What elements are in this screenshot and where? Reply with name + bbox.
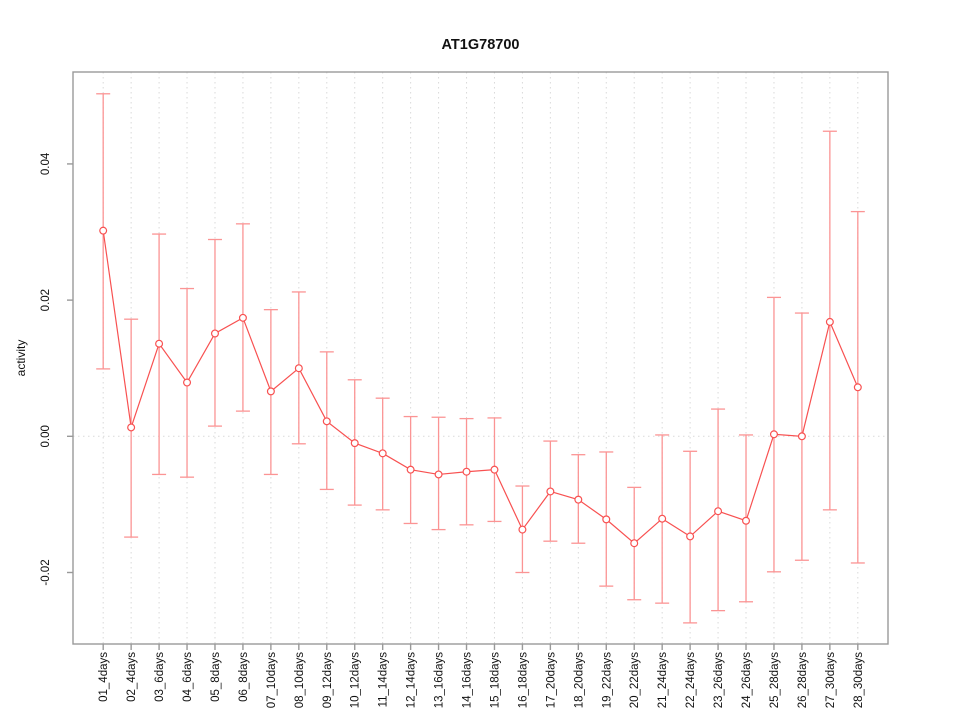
- data-point: [658, 514, 667, 523]
- series-line: [102, 230, 859, 545]
- x-tick-label: 21_24days: [657, 652, 669, 709]
- x-tick-label: 16_18days: [517, 652, 529, 709]
- data-point: [769, 430, 778, 439]
- y-tick-label: 0.02: [40, 289, 52, 311]
- y-tick-label: 0.00: [40, 425, 52, 447]
- data-point: [378, 449, 387, 458]
- plot-border: [72, 71, 889, 645]
- x-tick-label: 15_18days: [489, 652, 501, 709]
- x-tick-label: 19_22days: [601, 652, 613, 709]
- data-point: [546, 487, 555, 496]
- x-tick-label: 27_30days: [825, 652, 837, 709]
- data-point: [350, 439, 359, 448]
- x-tick-label: 11_14days: [378, 652, 390, 708]
- y-axis: -0.02 0.00 0.02 0.04: [40, 152, 73, 586]
- data-point: [238, 313, 247, 322]
- grid-lines: [73, 72, 888, 644]
- x-tick-label: 02_4days: [126, 652, 138, 702]
- data-point: [797, 432, 806, 441]
- x-tick-label: 24_26days: [741, 652, 753, 709]
- x-tick-label: 25_28days: [769, 652, 781, 709]
- data-point: [825, 317, 834, 326]
- x-tick-label: 22_24days: [685, 652, 697, 709]
- x-tick-label: 10_12days: [350, 652, 362, 709]
- chart-title: AT1G78700: [442, 37, 520, 53]
- x-tick-label: 20_22days: [629, 652, 641, 709]
- x-tick-label: 01_4days: [98, 652, 110, 702]
- data-point: [742, 516, 751, 525]
- x-tick-label: 23_26days: [713, 652, 725, 709]
- data-point: [462, 467, 471, 476]
- x-tick-label: 03_6days: [154, 652, 166, 702]
- data-point: [686, 532, 695, 541]
- data-point: [99, 226, 108, 235]
- data-point: [183, 378, 192, 387]
- x-tick-label: 06_8days: [238, 652, 250, 702]
- y-tick-label: -0.02: [40, 559, 52, 585]
- x-tick-label: 07_10days: [266, 652, 278, 709]
- x-tick-label: 09_12days: [322, 652, 334, 709]
- data-point: [210, 329, 219, 338]
- data-point: [574, 495, 583, 504]
- data-point: [714, 507, 723, 516]
- plot-area: -0.02 0.00 0.02 0.04 01_4days 02_4days 03_6day…: [40, 71, 889, 708]
- data-point: [518, 525, 527, 534]
- data-point: [434, 470, 443, 479]
- x-tick-label: 17_20days: [545, 652, 557, 709]
- y-tick-label: 0.04: [40, 152, 52, 175]
- x-tick-label: 05_8days: [210, 652, 222, 702]
- data-point: [155, 339, 164, 348]
- data-point: [294, 364, 303, 373]
- y-axis-label: activity: [14, 340, 28, 377]
- data-point: [406, 465, 415, 474]
- data-point: [266, 387, 275, 396]
- data-point: [490, 465, 499, 474]
- x-tick-label: 13_16days: [434, 652, 446, 709]
- x-axis: 01_4days 02_4days 03_6days 04_6days 05_8days…: [98, 644, 865, 708]
- x-tick-label: 28_30days: [853, 652, 865, 709]
- x-tick-label: 14_16days: [462, 652, 474, 709]
- data-points: [99, 226, 862, 548]
- error-bars: [96, 93, 865, 624]
- data-point: [322, 417, 331, 426]
- error-bar: [152, 233, 167, 476]
- x-tick-label: 26_28days: [797, 652, 809, 709]
- data-point: [630, 539, 639, 548]
- data-point: [853, 383, 862, 392]
- data-point: [127, 423, 136, 432]
- data-point: [602, 515, 611, 524]
- x-tick-label: 18_20days: [573, 652, 585, 709]
- x-tick-label: 04_6days: [182, 652, 194, 702]
- x-tick-label: 08_10days: [294, 652, 306, 709]
- x-tick-label: 12_14days: [406, 652, 418, 709]
